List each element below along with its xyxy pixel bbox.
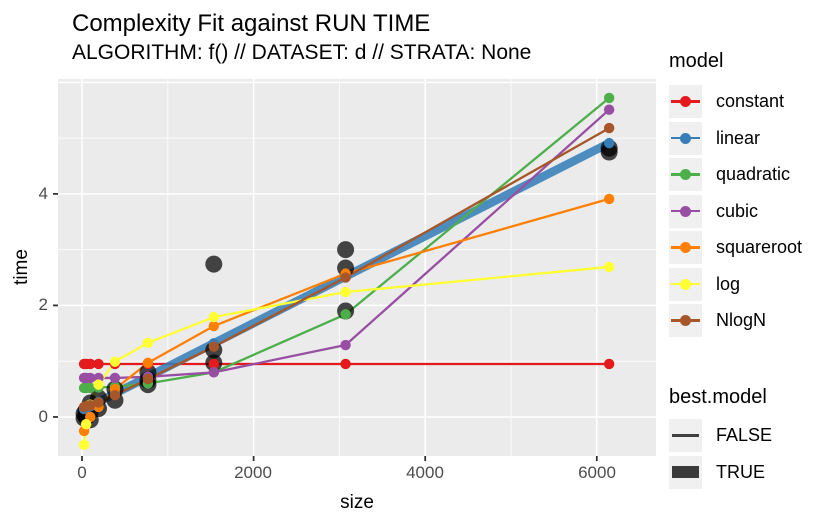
- legend-item-cubic: cubic: [669, 194, 802, 228]
- legend-label: NlogN: [716, 310, 767, 330]
- legend-label: constant: [716, 91, 785, 111]
- log-key-icon: [669, 267, 702, 301]
- model-point-quadratic: [603, 92, 615, 104]
- model-point-log: [142, 337, 154, 348]
- model-point-NlogN: [340, 272, 351, 283]
- model-point-NlogN: [109, 390, 121, 401]
- legend-item-squareroot: squareroot: [669, 231, 802, 264]
- model-point-constant: [208, 358, 220, 370]
- model-point-log: [80, 419, 92, 430]
- model-point-log: [208, 311, 220, 323]
- model-point-constant: [93, 358, 104, 370]
- legend-label: linear: [716, 127, 761, 148]
- NlogN-key-icon: [669, 304, 702, 337]
- legend-item-log: log: [669, 267, 802, 301]
- model-point-log: [78, 439, 90, 451]
- model-point-NlogN: [93, 397, 104, 408]
- legend-item-NlogN: NlogN: [669, 304, 802, 337]
- model-point-squareroot: [208, 320, 220, 332]
- x-tick-label-2000: 2000: [234, 463, 272, 482]
- observation-point: [337, 241, 355, 259]
- model-legend-title: model: [669, 50, 724, 72]
- x-axis-title: size: [340, 492, 374, 513]
- model-point-log: [603, 261, 615, 273]
- model-point-constant: [340, 358, 351, 370]
- y-tick-label-0: 0: [38, 407, 48, 426]
- quadratic-key-icon: [669, 158, 702, 191]
- y-tick-label-4: 4: [38, 184, 48, 203]
- page-title: Complexity Fit against RUN TIME: [72, 10, 431, 37]
- observation-point: [205, 255, 223, 273]
- model-point-constant: [603, 358, 615, 370]
- model-point-NlogN: [85, 400, 96, 411]
- legend-item-false: FALSE: [669, 419, 772, 452]
- legend-label: TRUE: [716, 461, 765, 482]
- legend-item-linear: linear: [669, 121, 802, 155]
- best-model-legend-title: best.model: [669, 386, 767, 408]
- model-point-cubic: [603, 104, 615, 115]
- model-point-NlogN: [603, 122, 615, 134]
- x-tick-label-4000: 4000: [406, 463, 444, 482]
- model-point-quadratic: [85, 382, 96, 394]
- model-point-squareroot: [142, 357, 154, 369]
- model-point-quadratic: [340, 309, 351, 320]
- legend-item-true: TRUE: [669, 455, 772, 489]
- model-legend: constant linear quadratic cubic squareroot lo…: [669, 85, 802, 337]
- model-point-linear: [603, 137, 615, 149]
- model-point-constant: [85, 358, 96, 370]
- cubic-key-icon: [669, 194, 702, 228]
- model-point-cubic: [109, 372, 121, 384]
- legend-label: FALSE: [716, 425, 773, 445]
- plot-subtitle: ALGORITHM: f() // DATASET: d // STRATA: …: [72, 41, 532, 64]
- linear-key-icon: [669, 121, 702, 155]
- y-tick-label-2: 2: [38, 295, 48, 314]
- model-point-cubic: [85, 372, 96, 384]
- best-model-legend: FALSE TRUE: [669, 419, 772, 489]
- model-point-NlogN: [142, 373, 154, 385]
- x-tick-label-0: 0: [77, 463, 87, 482]
- model-point-log: [93, 379, 104, 390]
- x-tick-label-6000: 6000: [578, 463, 616, 482]
- model-point-cubic: [208, 367, 220, 378]
- false-key-icon: [669, 419, 702, 452]
- legend-label: log: [716, 273, 741, 294]
- model-point-log: [340, 286, 351, 298]
- model-point-squareroot: [603, 193, 615, 205]
- legend-label: quadratic: [716, 164, 791, 184]
- squareroot-key-icon: [669, 231, 702, 264]
- model-point-NlogN: [208, 341, 220, 352]
- constant-key-icon: [669, 85, 702, 118]
- legend-item-quadratic: quadratic: [669, 158, 802, 191]
- legend-label: squareroot: [716, 237, 803, 257]
- model-point-log: [109, 356, 121, 367]
- model-point-cubic: [340, 339, 351, 351]
- legend-item-constant: constant: [669, 85, 802, 118]
- true-key-icon: [669, 455, 702, 489]
- y-axis-title: time: [11, 249, 32, 285]
- legend-label: cubic: [716, 200, 759, 221]
